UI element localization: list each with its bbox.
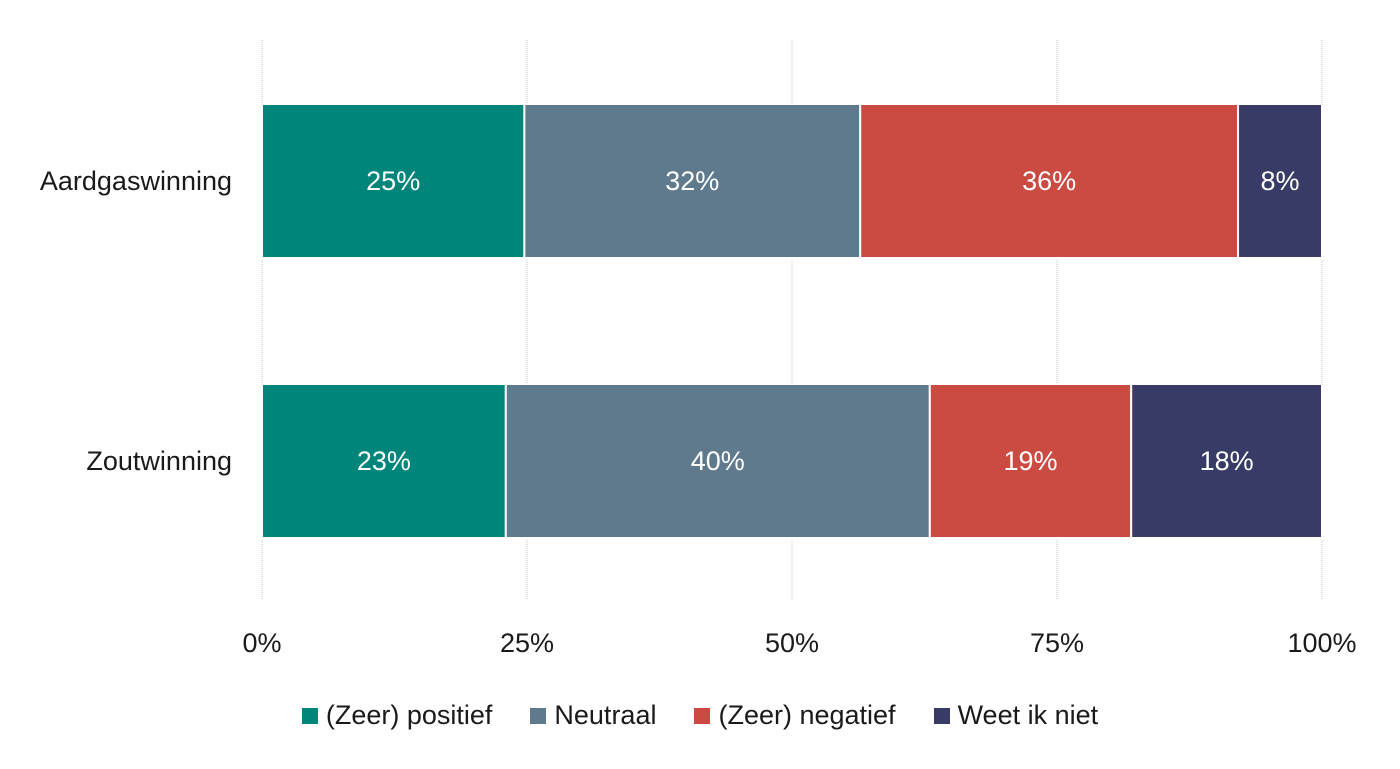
data-label: 36% (1022, 166, 1076, 196)
legend-item: Weet ik niet (933, 700, 1099, 731)
bar-segment (504, 383, 931, 539)
legend-item: (Zeer) negatief (694, 700, 896, 731)
legend-label: Weet ik niet (957, 700, 1099, 730)
legend-swatch (933, 707, 950, 724)
category-labels: Aardgaswinning Zoutwinning (40, 166, 232, 476)
bar-segment (523, 103, 862, 259)
x-tick-label: 50% (765, 628, 819, 658)
category-label: Zoutwinning (86, 446, 232, 476)
legend-item: (Zeer) positief (301, 700, 493, 731)
x-tick-label: 75% (1030, 628, 1084, 658)
data-label: 8% (1261, 166, 1300, 196)
category-label: Aardgaswinning (40, 166, 232, 196)
data-label: 23% (357, 446, 411, 476)
legend: (Zeer) positief Neutraal (Zeer) negatief We… (0, 700, 1400, 731)
data-label: 18% (1200, 446, 1254, 476)
bar-segment (261, 383, 507, 539)
x-tick-label: 100% (1287, 628, 1356, 658)
bar-segment (1130, 383, 1323, 539)
legend-swatch (694, 707, 711, 724)
legend-label: Neutraal (554, 700, 657, 730)
legend-swatch (530, 707, 547, 724)
data-label: 40% (691, 446, 745, 476)
x-tick-label: 0% (242, 628, 281, 658)
legend-label: (Zeer) positief (325, 700, 493, 730)
x-tick-label: 25% (500, 628, 554, 658)
x-tick-labels: 0% 25% 50% 75% 100% (242, 628, 1356, 658)
legend-item: Neutraal (530, 700, 656, 731)
bar-segment (1237, 103, 1323, 259)
stacked-bar-chart: 25% 32% 36% 8% 23% 40% 19% 18% Aardgaswinning Zo… (40, 40, 1357, 658)
bar-segment (928, 383, 1133, 539)
bar-segment (261, 103, 526, 259)
bar-segment (859, 103, 1240, 259)
legend-label: (Zeer) negatief (718, 700, 896, 730)
data-label: 32% (665, 166, 719, 196)
data-label: 25% (366, 166, 420, 196)
bars: 25% 32% 36% 8% 23% 40% 19% 18% (261, 103, 1323, 539)
legend-swatch (301, 707, 318, 724)
data-label: 19% (1003, 446, 1057, 476)
